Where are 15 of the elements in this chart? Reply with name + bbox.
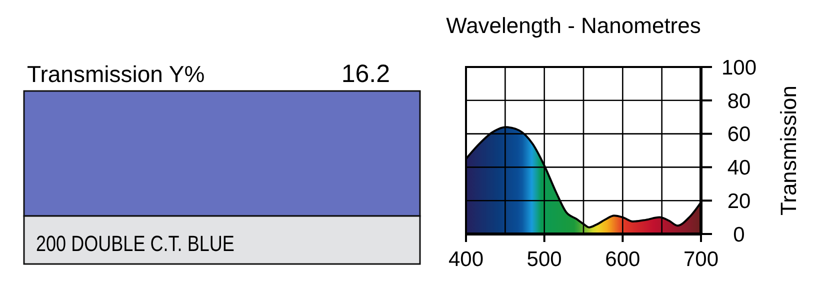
y-tick-label: 100 (721, 56, 757, 80)
y-tick-label: 60 (727, 123, 751, 146)
y-tick-label: 40 (727, 156, 751, 180)
x-tick-label: 500 (526, 248, 562, 271)
text: Transmission Y% (27, 61, 205, 87)
chart-title: Wavelength - Nanometres (446, 13, 701, 38)
y-tick-label: 20 (727, 190, 751, 213)
y-tick-label: 80 (727, 90, 751, 113)
y-tick-label: 0 (733, 223, 745, 246)
x-tick-label: 400 (448, 248, 484, 271)
x-tick-label: 600 (605, 248, 640, 271)
text: 200 DOUBLE C.T. BLUE (36, 232, 234, 256)
text: 16.2 (341, 60, 390, 88)
y-axis-title: Transmission (776, 86, 801, 216)
x-tick-label: 700 (683, 248, 719, 271)
